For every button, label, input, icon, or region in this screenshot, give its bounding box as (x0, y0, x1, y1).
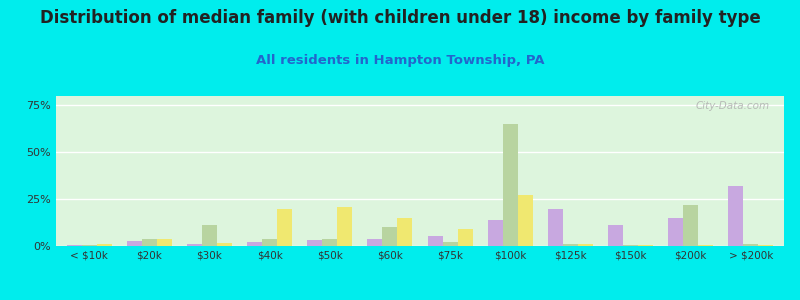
Bar (202, 225, 217, 246)
Bar (758, 245, 774, 246)
Bar (247, 242, 262, 246)
Bar (683, 205, 698, 246)
Bar (518, 195, 533, 246)
Bar (728, 186, 743, 246)
Text: Distribution of median family (with children under 18) income by family type: Distribution of median family (with chil… (40, 9, 760, 27)
Bar (638, 245, 653, 246)
Bar (578, 244, 593, 246)
Bar (367, 238, 382, 246)
Bar (698, 245, 714, 246)
Bar (142, 239, 157, 246)
Text: All residents in Hampton Township, PA: All residents in Hampton Township, PA (256, 54, 544, 67)
Bar (187, 244, 202, 246)
Bar (608, 225, 623, 246)
Bar (66, 245, 82, 246)
Bar (322, 239, 338, 246)
Bar (277, 208, 292, 246)
Bar (262, 239, 277, 246)
Bar (563, 244, 578, 246)
Bar (743, 244, 758, 246)
Bar (442, 242, 458, 246)
Bar (307, 240, 322, 246)
Bar (623, 245, 638, 246)
Bar (338, 207, 352, 246)
Bar (548, 208, 563, 246)
Bar (157, 238, 172, 246)
Bar (398, 218, 413, 246)
Bar (97, 244, 112, 246)
Bar (82, 245, 97, 246)
Bar (488, 220, 502, 246)
Bar (502, 124, 518, 246)
Bar (458, 229, 473, 246)
Text: City-Data.com: City-Data.com (695, 100, 770, 110)
Bar (427, 236, 442, 246)
Bar (668, 218, 683, 246)
Bar (126, 241, 142, 246)
Bar (217, 243, 232, 246)
Bar (382, 227, 398, 246)
